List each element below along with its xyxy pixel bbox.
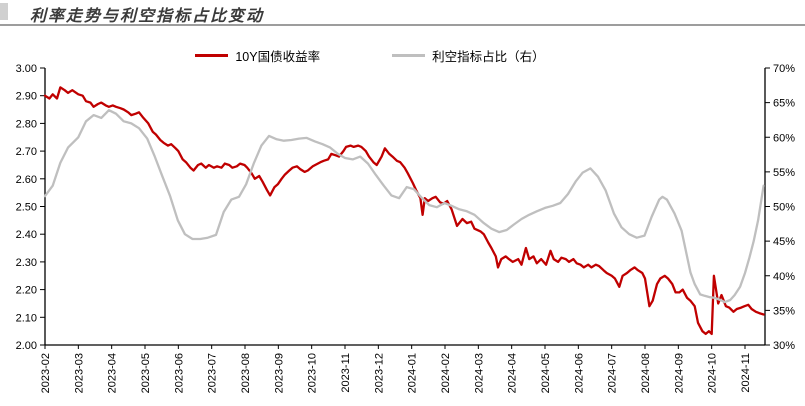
- left-axis-tick-label: 3.00: [16, 63, 37, 75]
- red-line-swatch: [195, 54, 229, 57]
- gray-line-swatch: [392, 54, 426, 57]
- right-axis-tick-label: 30%: [773, 340, 795, 352]
- x-axis-tick-label: 2024-07: [607, 353, 619, 393]
- x-axis-tick-label: 2024-04: [507, 353, 519, 393]
- legend-label-10y-yield: 10Y国债收益率: [235, 50, 321, 64]
- left-axis-tick-label: 2.40: [16, 229, 37, 241]
- x-axis-tick-label: 2024-03: [473, 353, 485, 393]
- left-axis-tick-label: 2.30: [16, 257, 37, 269]
- x-axis-tick-label: 2023-08: [240, 353, 252, 393]
- title-bullet-square: [0, 3, 8, 20]
- title-divider: [0, 24, 805, 26]
- x-axis-tick-label: 2024-08: [640, 353, 652, 393]
- left-axis-tick-label: 2.00: [16, 340, 37, 352]
- left-axis-tick-label: 2.90: [16, 91, 37, 103]
- x-axis-tick-label: 2023-03: [73, 353, 85, 393]
- chart-header: 利率走势与利空指标占比变动: [0, 0, 805, 26]
- x-axis-tick-label: 2023-10: [307, 353, 319, 393]
- x-axis-tick-label: 2023-04: [107, 353, 119, 393]
- left-axis-tick-label: 2.20: [16, 285, 37, 297]
- x-axis-tick-label: 2024-09: [673, 353, 685, 393]
- legend-label-bearish-share: 利空指标占比（右）: [432, 50, 545, 64]
- x-axis-tick-label: 2023-11: [340, 353, 352, 393]
- right-axis-tick-label: 70%: [773, 63, 795, 75]
- x-axis-tick-label: 2023-12: [373, 353, 385, 393]
- left-axis-tick-label: 2.10: [16, 312, 37, 324]
- x-axis-tick-label: 2023-05: [140, 353, 152, 393]
- right-axis-tick-label: 45%: [773, 236, 795, 248]
- left-axis-tick-label: 2.70: [16, 146, 37, 158]
- x-axis-tick-label: 2023-09: [273, 353, 285, 393]
- left-axis-tick-label: 2.50: [16, 202, 37, 214]
- x-axis-tick-label: 2024-05: [540, 353, 552, 393]
- left-axis-tick-label: 2.80: [16, 118, 37, 130]
- x-axis-tick-label: 2023-06: [173, 353, 185, 393]
- right-axis-tick-label: 40%: [773, 271, 795, 283]
- x-axis-tick-label: 2024-11: [740, 353, 752, 393]
- left-axis-tick-label: 2.60: [16, 174, 37, 186]
- chart-legend: 10Y国债收益率 利空指标占比（右）: [0, 46, 740, 65]
- red-series-line: [43, 86, 765, 336]
- gray-series-line: [43, 109, 765, 304]
- x-axis-tick-label: 2024-10: [707, 353, 719, 393]
- legend-item-10y-yield: 10Y国债收益率: [195, 46, 320, 65]
- right-axis-tick-label: 55%: [773, 167, 795, 179]
- x-axis-tick-label: 2024-01: [407, 353, 419, 393]
- right-axis-tick-label: 50%: [773, 202, 795, 214]
- legend-item-bearish-share: 利空指标占比（右）: [392, 46, 545, 65]
- right-axis-tick-label: 60%: [773, 132, 795, 144]
- right-axis-tick-label: 35%: [773, 305, 795, 317]
- x-axis-tick-label: 2024-06: [573, 353, 585, 393]
- x-axis-tick-label: 2023-02: [40, 353, 52, 393]
- page-title: 利率走势与利空指标占比变动: [30, 8, 265, 25]
- x-axis-tick-label: 2023-07: [207, 353, 219, 393]
- right-axis-tick-label: 65%: [773, 98, 795, 110]
- x-axis-tick-label: 2024-02: [440, 353, 452, 393]
